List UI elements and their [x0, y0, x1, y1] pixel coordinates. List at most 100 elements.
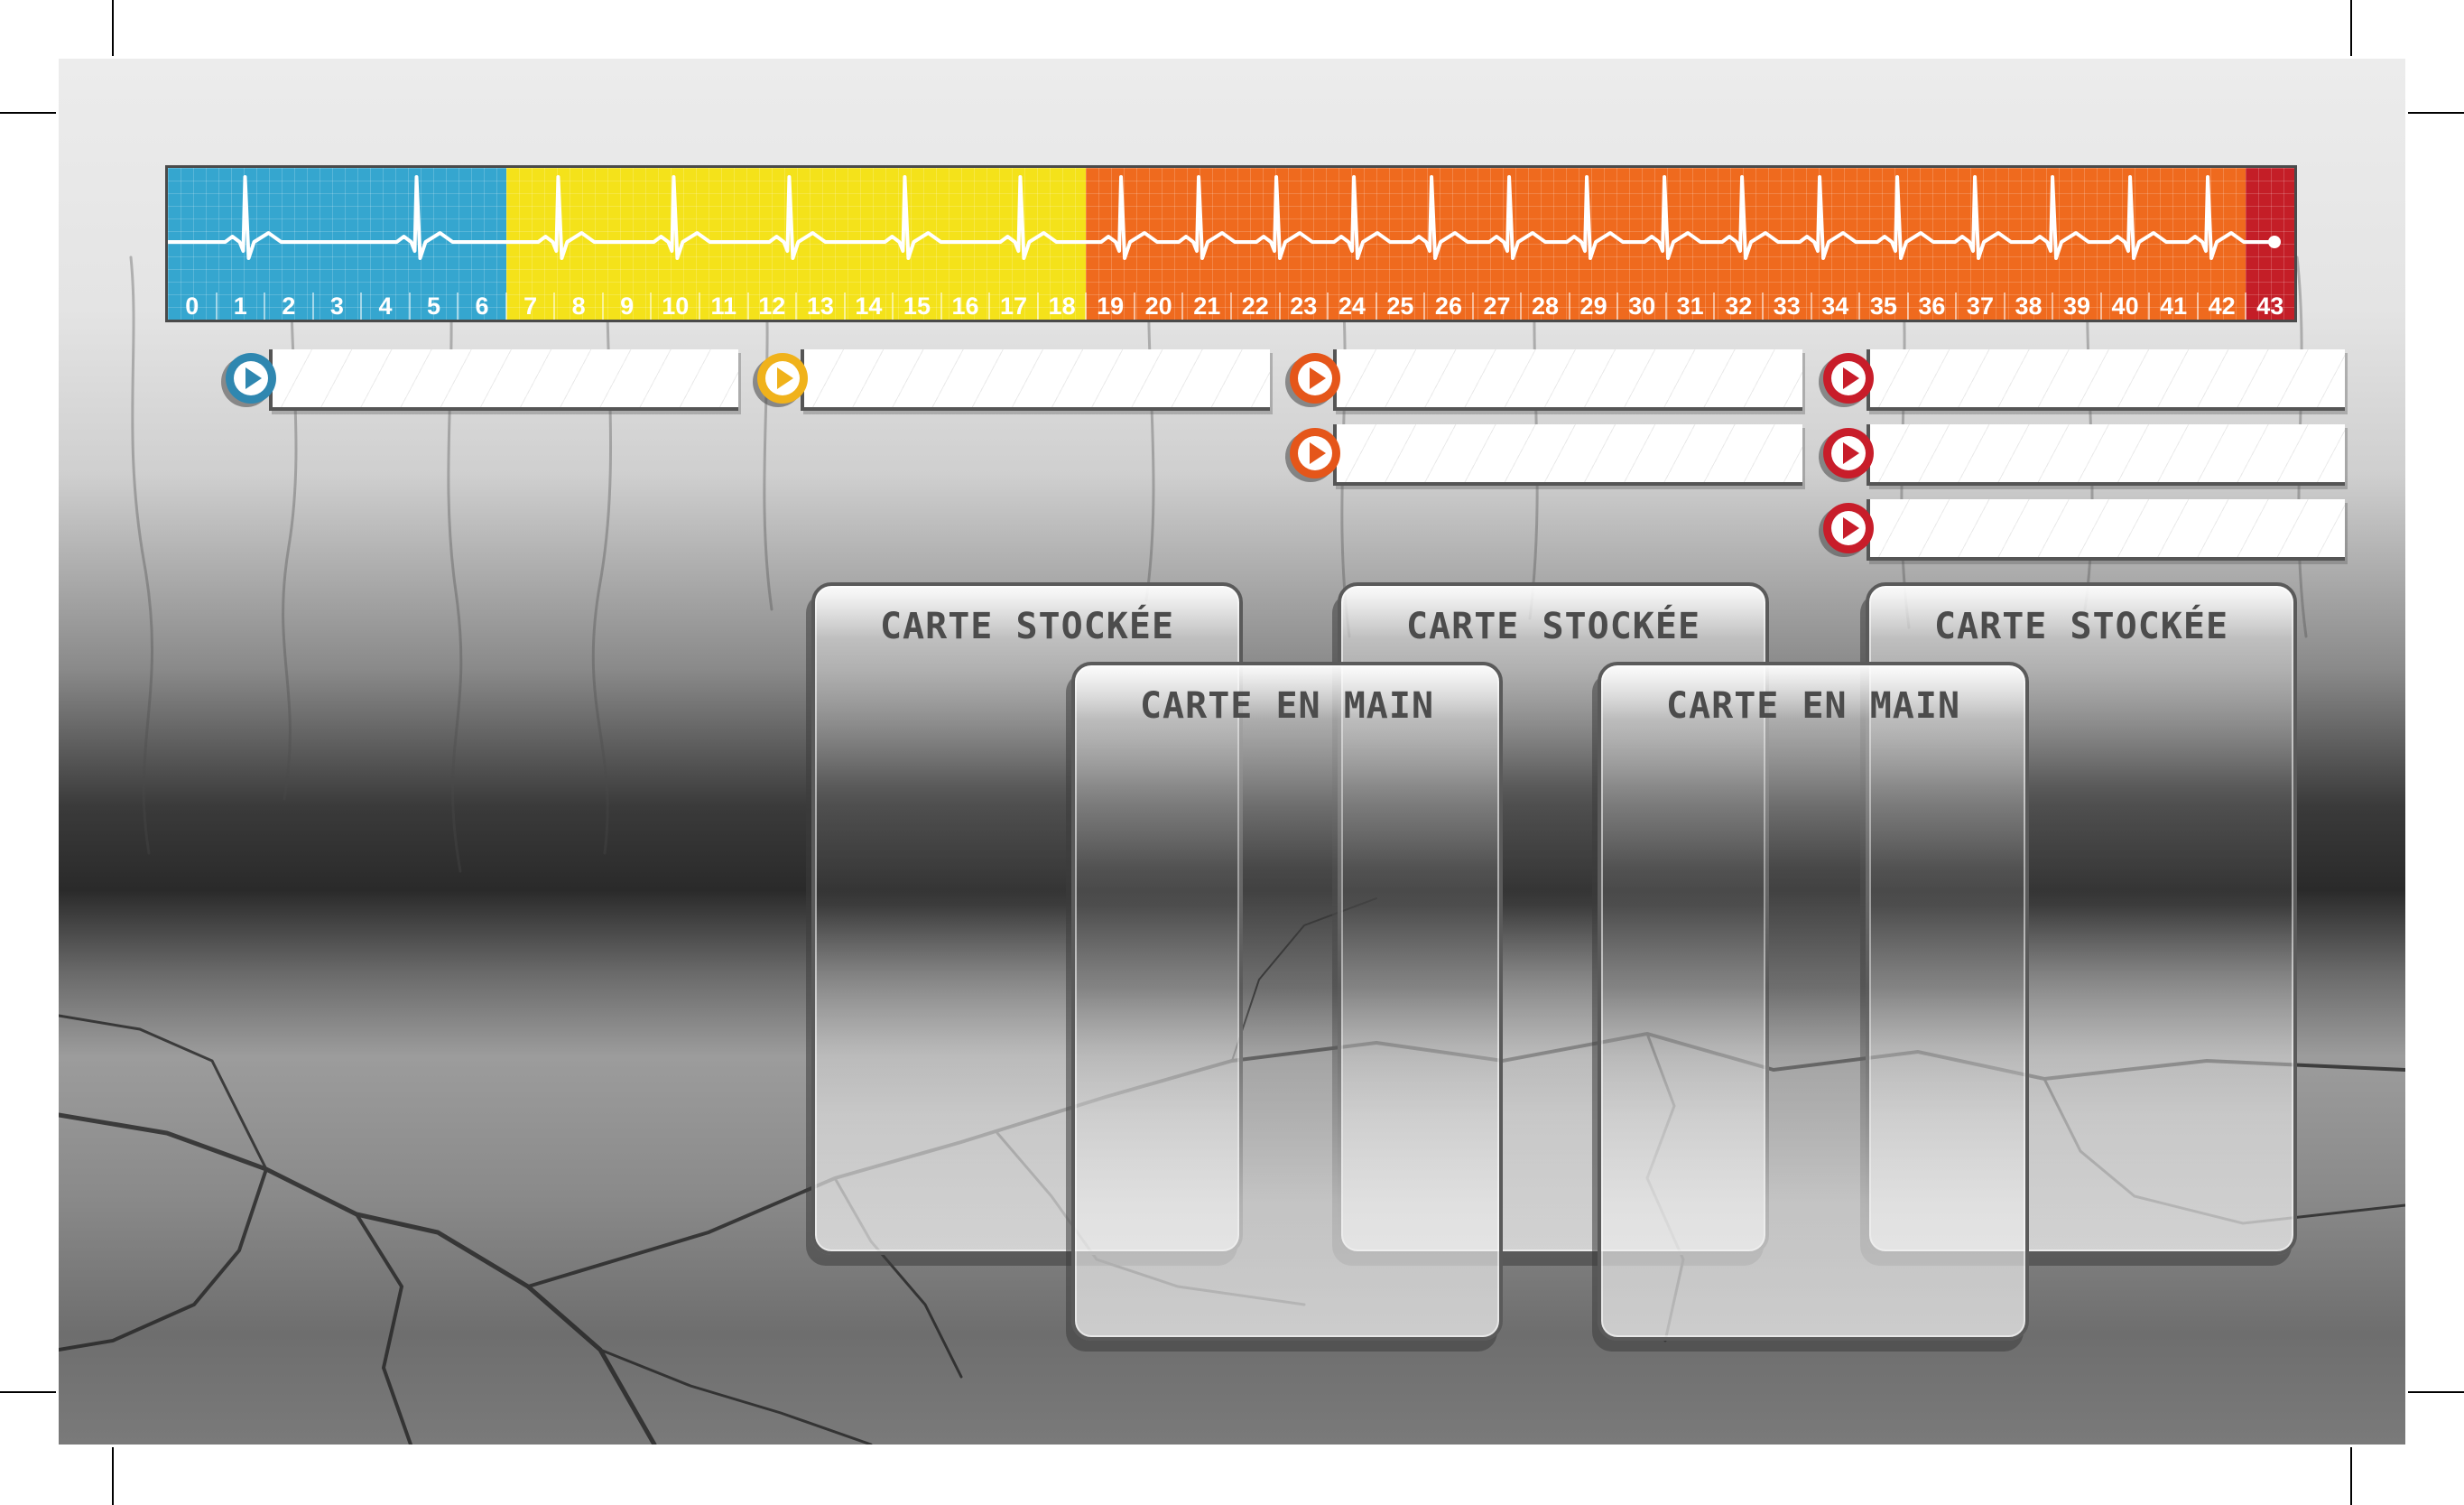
- ability-slot[interactable]: [801, 349, 1270, 411]
- track-number: 20: [1144, 293, 1172, 320]
- crop-mark: [0, 1391, 56, 1393]
- track-number-divider: [1858, 293, 1861, 320]
- track-number: 15: [903, 293, 931, 320]
- track-number: 43: [2256, 293, 2284, 320]
- track-number: 19: [1097, 293, 1125, 320]
- track-number: 5: [426, 293, 441, 320]
- track-number: 13: [806, 293, 834, 320]
- ability-slot[interactable]: [269, 349, 738, 411]
- track-number-divider: [795, 293, 798, 320]
- hand-card-label: CARTE EN MAIN: [1665, 685, 1961, 727]
- stored-card-label: CARTE STOCKÉE: [879, 606, 1175, 647]
- track-number: 2: [282, 293, 296, 320]
- track-number: 1: [233, 293, 247, 320]
- track-number: 4: [378, 293, 393, 320]
- heartbeat-path: [168, 175, 2273, 260]
- heartbeat-end-dot: [2268, 236, 2281, 248]
- track-number: 24: [1338, 293, 1366, 320]
- crop-mark: [2350, 1447, 2352, 1505]
- track-number-divider: [2099, 293, 2102, 320]
- track-number: 22: [1241, 293, 1269, 320]
- track-number-divider: [2245, 293, 2247, 320]
- track-number-divider: [1906, 293, 1909, 320]
- track-number: 37: [1966, 293, 1994, 320]
- track-number-divider: [843, 293, 846, 320]
- track-number-divider: [746, 293, 749, 320]
- track-number-divider: [1181, 293, 1184, 320]
- track-number: 38: [2015, 293, 2043, 320]
- play-icon: [226, 353, 276, 404]
- crop-mark: [2408, 1391, 2464, 1393]
- track-number-divider: [2003, 293, 2005, 320]
- track-number: 35: [1869, 293, 1897, 320]
- play-icon: [1290, 353, 1340, 404]
- track-number-divider: [650, 293, 653, 320]
- play-icon: [1823, 353, 1874, 404]
- crop-mark: [112, 1447, 114, 1505]
- crop-mark: [0, 112, 56, 114]
- hand-card-zone[interactable]: CARTE EN MAIN: [1071, 662, 1503, 1341]
- track-number: 17: [1000, 293, 1028, 320]
- track-number: 21: [1193, 293, 1221, 320]
- play-icon: [1823, 428, 1874, 478]
- track-number: 14: [855, 293, 883, 320]
- track-number-divider: [1568, 293, 1570, 320]
- track-number-divider: [699, 293, 700, 320]
- ability-slot[interactable]: [1333, 424, 1802, 486]
- track-number-divider: [1471, 293, 1474, 320]
- track-number-divider: [1713, 293, 1716, 320]
- track-number-divider: [2196, 293, 2199, 320]
- track-number-divider: [1375, 293, 1377, 320]
- track-number-divider: [1955, 293, 1958, 320]
- track-number-divider: [1036, 293, 1039, 320]
- track-number: 23: [1290, 293, 1318, 320]
- track-number-divider: [2148, 293, 2151, 320]
- track-number: 29: [1579, 293, 1607, 320]
- track-number-divider: [1810, 293, 1812, 320]
- crop-mark: [2408, 112, 2464, 114]
- stored-card-label: CARTE STOCKÉE: [1405, 606, 1701, 647]
- track-number-divider: [1664, 293, 1667, 320]
- track-number-divider: [311, 293, 314, 320]
- track-number: 3: [329, 293, 344, 320]
- hand-card-zone[interactable]: CARTE EN MAIN: [1598, 662, 2029, 1341]
- ability-slot[interactable]: [1867, 349, 2345, 411]
- crop-mark: [112, 0, 114, 56]
- play-icon: [757, 353, 808, 404]
- track-number-divider: [1423, 293, 1426, 320]
- track-number-divider: [601, 293, 604, 320]
- track-number-divider: [988, 293, 991, 320]
- track-number: 41: [2160, 293, 2188, 320]
- ability-slot[interactable]: [1867, 499, 2345, 561]
- ability-slot[interactable]: [1333, 349, 1802, 411]
- track-number-divider: [940, 293, 942, 320]
- life-track: 0 1 2 3 4 5 6 7 8 9 10 11 12 13 14 15 16 17 18 19 20 21 22 23 24…: [165, 165, 2297, 322]
- track-number-divider: [1762, 293, 1764, 320]
- track-number: 7: [523, 293, 538, 320]
- ability-slot[interactable]: [1867, 424, 2345, 486]
- track-number: 31: [1676, 293, 1704, 320]
- track-number-divider: [264, 293, 266, 320]
- track-number: 30: [1628, 293, 1656, 320]
- stored-card-label: CARTE STOCKÉE: [1933, 606, 2229, 647]
- track-number-divider: [2052, 293, 2054, 320]
- play-icon: [1823, 503, 1874, 553]
- track-number-divider: [505, 293, 507, 320]
- crop-mark: [2350, 0, 2352, 56]
- track-number-divider: [1616, 293, 1619, 320]
- track-number: 33: [1773, 293, 1801, 320]
- play-triangle: [1310, 442, 1326, 464]
- track-number-divider: [1085, 293, 1088, 320]
- player-board: 0 1 2 3 4 5 6 7 8 9 10 11 12 13 14 15 16 17 18 19 20 21 22 23 24…: [59, 59, 2405, 1445]
- track-number-divider: [408, 293, 411, 320]
- play-triangle: [1843, 367, 1859, 389]
- track-number-divider: [1133, 293, 1135, 320]
- track-number-divider: [553, 293, 556, 320]
- track-number: 12: [758, 293, 786, 320]
- track-number-divider: [1520, 293, 1523, 320]
- track-number: 42: [2208, 293, 2236, 320]
- track-number-divider: [892, 293, 894, 320]
- heartbeat-line: [168, 175, 2281, 260]
- track-number: 6: [475, 293, 489, 320]
- hand-card-label: CARTE EN MAIN: [1139, 685, 1435, 727]
